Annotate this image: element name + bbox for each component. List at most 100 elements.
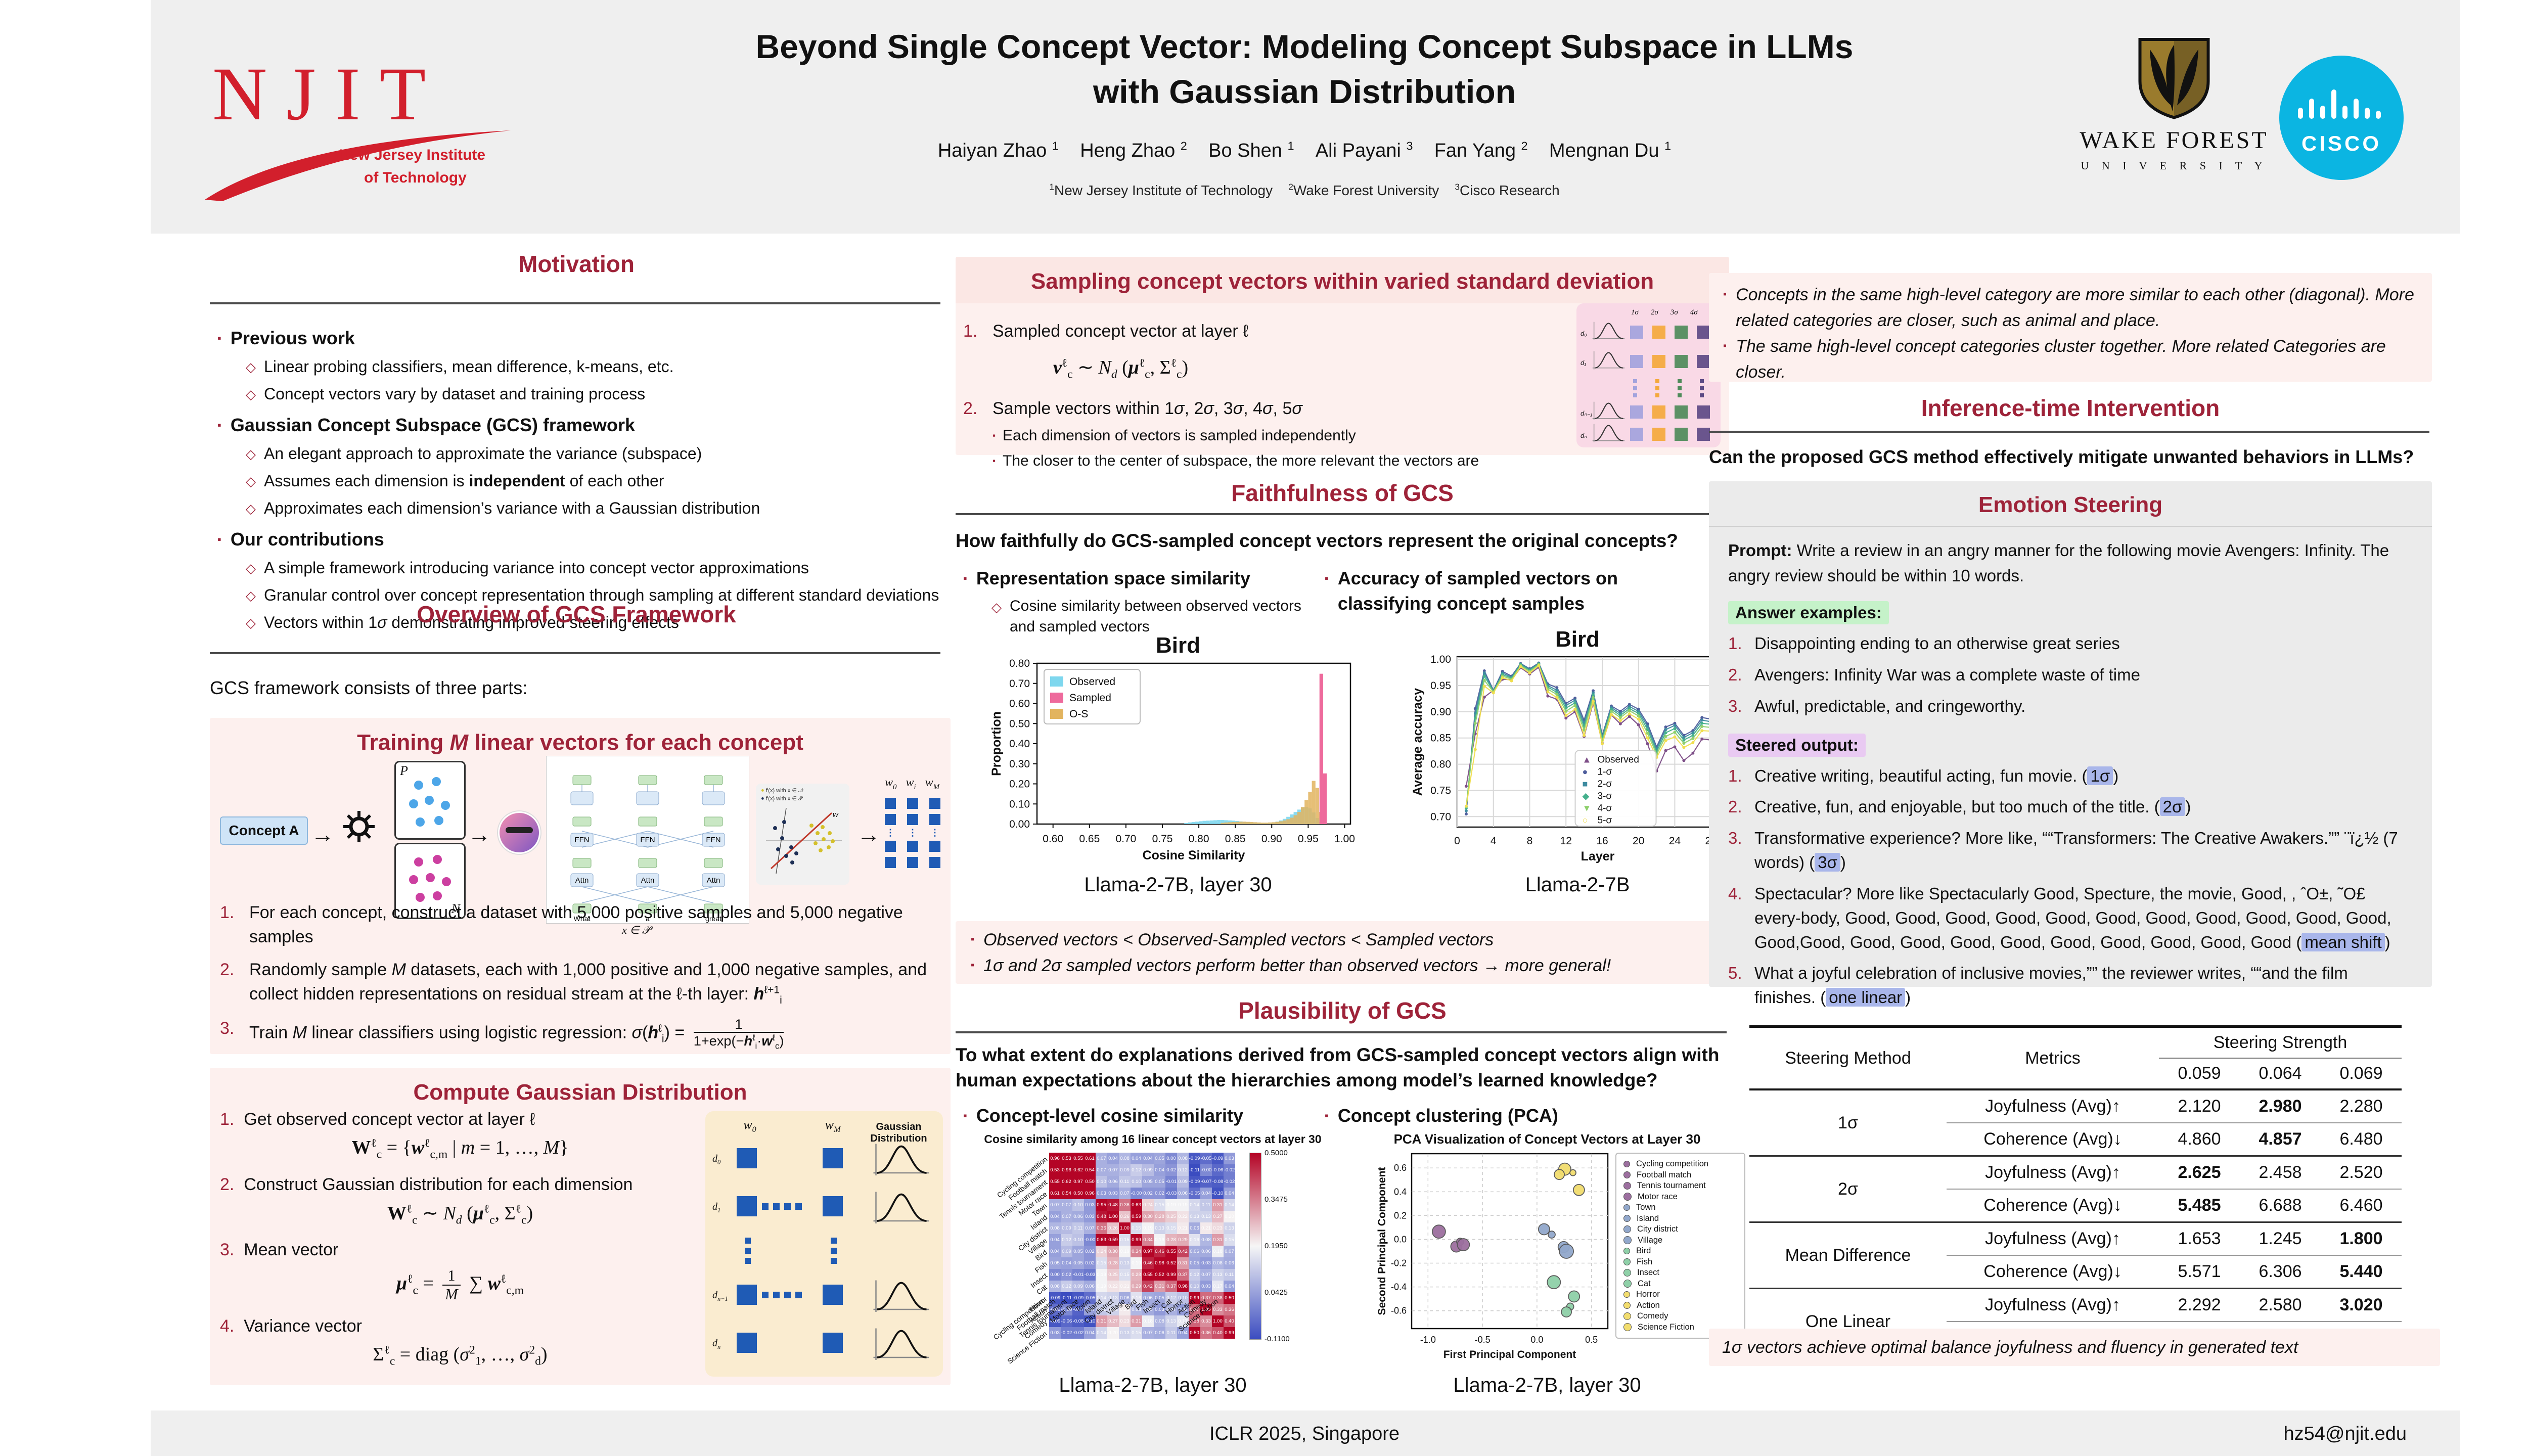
heatmap-cell: 0.54	[1061, 1188, 1072, 1199]
gauss-w0-square	[737, 1333, 757, 1353]
pca-legend-marker	[1623, 1258, 1631, 1266]
gauss-gap-dots	[831, 1238, 837, 1264]
svg-text:2-σ: 2-σ	[1598, 779, 1612, 789]
heatmap-cell: 0.40	[1212, 1327, 1224, 1339]
sampling-square	[1652, 405, 1665, 419]
heatmap-cell: 0.07	[1200, 1269, 1212, 1281]
svg-text:FFN: FFN	[574, 836, 589, 844]
pca-legend-label: Fish	[1637, 1257, 1653, 1266]
heatmap-cell: 0.40	[1224, 1315, 1235, 1327]
heatmap-cell: 0.04	[1142, 1153, 1154, 1164]
svg-text:0.80: 0.80	[1189, 833, 1209, 845]
svg-text:0.4: 0.4	[1394, 1187, 1407, 1197]
heatmap-cell: 0.08	[1200, 1234, 1212, 1246]
answer-item: Avengers: Infinity War was a complete wa…	[1728, 663, 2140, 687]
table-metric-label: Joyfulness (Avg)↑	[1985, 1229, 2120, 1248]
table-group: 1σ Joyfulness (Avg)↑ 2.120 2.980 2.280 Cohere…	[1749, 1090, 2402, 1157]
author: Heng Zhao 2	[1080, 139, 1187, 161]
heatmap-cell: 0.12	[1165, 1292, 1177, 1304]
heatmap-cell: 0.50	[1224, 1292, 1235, 1304]
heatmap-cell: 0.15	[1131, 1222, 1142, 1234]
heatmap-cell: 0.24	[1142, 1199, 1154, 1211]
heatmap-cell: 0.11	[1072, 1222, 1084, 1234]
pca-legend-label: Comedy	[1637, 1311, 1668, 1321]
pca-legend-item: Bird	[1623, 1246, 1737, 1257]
svg-text:FFN: FFN	[706, 836, 720, 844]
cisco-logo: CISCO	[2279, 56, 2404, 180]
answer-item: Awful, predictable, and cringeworthy.	[1728, 694, 2026, 718]
gaussian-step: 1. Get observed concept vector at layer …	[220, 1110, 535, 1129]
heatmap-cell: 0.03	[1084, 1211, 1096, 1222]
sampling-figure: 1σ 2σ 3σ 4σ d₀ d₁ dₙ₋₁ dₙ	[1576, 303, 1721, 447]
heatmap-cell: 0.59	[1131, 1211, 1142, 1222]
heatmap-cell: 0.13	[1119, 1327, 1131, 1339]
cosine-heatmap: 0.96 0.53 0.55 0.61 0.07 0.04 0.08 0.04 0.04 0.05…	[976, 1149, 1340, 1366]
heatmap-cell: 0.03	[1096, 1188, 1107, 1199]
table-metric-row: Joyfulness (Avg)↑ 2.625 2.458 2.520	[1947, 1157, 2402, 1190]
heatmap-cell: 0.53	[1061, 1153, 1072, 1164]
heatmap-cell: 0.04	[1084, 1327, 1096, 1339]
heatmap-cell: 0.17	[1212, 1281, 1224, 1292]
svg-text:1.00: 1.00	[1334, 833, 1355, 845]
heatmap-cell: 0.05	[1154, 1292, 1165, 1304]
motivation-sub-item: ◇ Approximates each dimension’s variance …	[246, 499, 760, 517]
heatmap-caption: Llama-2-7B, layer 30	[1059, 1374, 1247, 1396]
pca-legend-label: Football match	[1637, 1170, 1692, 1179]
sampling-bell	[1590, 421, 1626, 447]
arrow-2: →	[468, 821, 491, 847]
heatmap-cell: 0.11	[1096, 1304, 1107, 1315]
heatmap-cell: 0.03	[1200, 1257, 1212, 1269]
heatmap-cell: 0.25	[1107, 1269, 1119, 1281]
heatmap-cell: 0.55	[1049, 1176, 1061, 1188]
method-highlight: mean shift	[2301, 932, 2385, 951]
training-heading: Training M linear vectors for each conce…	[357, 730, 803, 755]
heatmap-cell: -0.10	[1084, 1315, 1096, 1327]
heatmap-cell: -0.05	[1049, 1304, 1061, 1315]
svg-text:0.6: 0.6	[1394, 1163, 1407, 1173]
heatmap-cell: 0.15	[1096, 1257, 1107, 1269]
inset-legend-1: fl(x) with x ∈ 𝒩	[765, 787, 804, 794]
sampling-bell	[1590, 398, 1626, 425]
heatmap-cell: -0.09	[1189, 1153, 1200, 1164]
heatmap-cell: 0.10	[1072, 1199, 1084, 1211]
gaussian-heading: Compute Gaussian Distribution	[413, 1080, 747, 1105]
heatmap-cell: 0.04	[1224, 1281, 1235, 1292]
faithfulness-heading: Faithfulness of GCS	[1231, 480, 1454, 506]
table-method-cell: One Linear	[1805, 1311, 1891, 1331]
pca-legend: Cycling competition Football match Tennis …	[1615, 1153, 1745, 1339]
heatmap-cell: 0.33	[1200, 1315, 1212, 1327]
pca-legend-label: Island	[1637, 1213, 1659, 1223]
author: Haiyan Zhao 1	[937, 139, 1059, 161]
heatmap-cell: 0.96	[1049, 1153, 1061, 1164]
author: Mengnan Du 1	[1549, 139, 1672, 161]
line-caption: Llama-2-7B	[1525, 874, 1630, 896]
svg-text:Attn: Attn	[575, 876, 589, 885]
motivation-sub-item: ◇ Linear probing classifiers, mean differ…	[246, 357, 674, 376]
heatmap-cell: 0.15	[1154, 1199, 1165, 1211]
svg-text:16: 16	[1596, 835, 1608, 847]
svg-text:◆: ◆	[1583, 791, 1590, 801]
heatmap-cell: 0.31	[1177, 1257, 1189, 1269]
svg-text:0.80: 0.80	[1009, 658, 1030, 669]
pca-legend-label: Horror	[1636, 1290, 1660, 1299]
gauss-bell	[867, 1325, 933, 1365]
gaussian-formula: Σℓc = diag (σ21, …, σ2d)	[373, 1343, 548, 1368]
svg-text:Observed: Observed	[1069, 676, 1115, 688]
heatmap-cell: 0.28	[1131, 1269, 1142, 1281]
heatmap-cell: 0.31	[1154, 1281, 1165, 1292]
table-value: 1.653	[2178, 1229, 2221, 1248]
sampling-square	[1697, 326, 1710, 339]
heatmap-cell: 0.36	[1224, 1304, 1235, 1315]
table-metric-row: Joyfulness (Avg)↑ 1.653 1.245 1.800	[1947, 1223, 2402, 1256]
heatmap-cell: 0.04	[1084, 1304, 1096, 1315]
inset-legend-2: fl(x) with x ∈ 𝒫	[765, 795, 802, 802]
heatmap-cell: 0.21	[1119, 1304, 1131, 1315]
heatmap-cell: 0.19	[1096, 1269, 1107, 1281]
heatmap-cell: 0.05	[1142, 1176, 1154, 1188]
heatmap-cell: 0.18	[1142, 1315, 1154, 1327]
faithfulness-summary-box: ▪ Observed vectors < Observed-Sampled vec…	[956, 921, 1729, 984]
heatmap-cell: 0.52	[1165, 1257, 1177, 1269]
sampling-gap-dots	[1655, 379, 1659, 397]
training-figure: Concept A → P N →	[212, 756, 948, 936]
